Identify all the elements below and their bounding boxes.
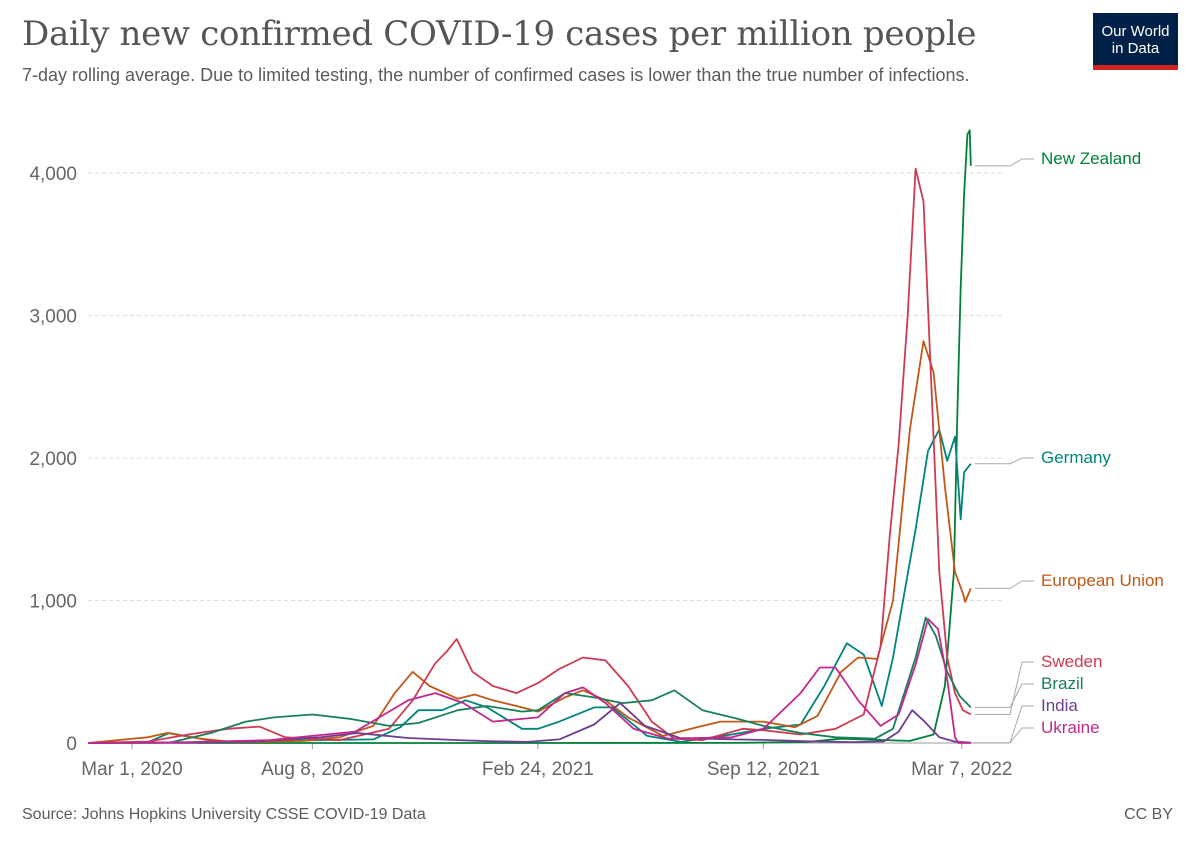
series-label-new-zealand[interactable]: New Zealand <box>1041 149 1141 168</box>
label-connector <box>974 705 1034 744</box>
label-connector <box>974 158 1034 167</box>
logo-line-2: in Data <box>1111 40 1160 57</box>
series-line-ukraine[interactable] <box>87 618 971 744</box>
label-connector <box>974 580 1034 589</box>
x-tick-label: Sep 12, 2021 <box>707 759 820 780</box>
series-label-brazil[interactable]: Brazil <box>1041 674 1084 693</box>
x-tick-label: Feb 24, 2021 <box>482 759 594 780</box>
series-label-germany[interactable]: Germany <box>1041 448 1111 467</box>
x-tick-label: Mar 1, 2020 <box>81 759 182 780</box>
series-labels: New Zealand Germany European Union Sweden Br… <box>974 149 1164 744</box>
license-link[interactable]: CC BY <box>1124 806 1173 823</box>
y-tick-label: 0 <box>66 734 77 755</box>
label-connector <box>974 683 1034 708</box>
label-connector <box>974 727 1034 744</box>
logo-accent-bar <box>1093 65 1178 70</box>
owid-logo[interactable]: Our World in Data <box>1093 13 1178 70</box>
series-label-european-union[interactable]: European Union <box>1041 571 1164 590</box>
source-note[interactable]: Source: Johns Hopkins University CSSE CO… <box>22 806 426 823</box>
series-label-ukraine[interactable]: Ukraine <box>1041 718 1100 737</box>
series-line-new-zealand[interactable] <box>87 129 972 744</box>
series-line-germany[interactable] <box>87 428 972 744</box>
y-tick-label: 4,000 <box>29 164 77 185</box>
y-tick-label: 3,000 <box>29 307 77 328</box>
series-line-india[interactable] <box>87 702 971 744</box>
logo-line-1: Our World <box>1101 23 1170 40</box>
grid-lines <box>88 172 1002 601</box>
y-tick-label: 1,000 <box>29 592 77 613</box>
series-label-sweden[interactable]: Sweden <box>1041 652 1102 671</box>
x-axis: Mar 1, 2020 Aug 8, 2020 Feb 24, 2021 Sep 12… <box>81 742 1013 780</box>
series-lines <box>87 129 972 744</box>
series-label-india[interactable]: India <box>1041 696 1078 715</box>
series-line-sweden[interactable] <box>87 167 972 744</box>
chart-title: Daily new confirmed COVID-19 cases per m… <box>22 14 977 54</box>
y-axis-ticks: 0 1,000 2,000 3,000 4,000 <box>29 164 77 755</box>
chart-subtitle: 7-day rolling average. Due to limited te… <box>22 65 970 85</box>
y-tick-label: 2,000 <box>29 449 77 470</box>
label-connector <box>974 661 1034 715</box>
label-connector <box>974 457 1034 465</box>
series-line-european-union[interactable] <box>87 340 972 744</box>
x-tick-label: Aug 8, 2020 <box>261 759 363 780</box>
series-line-brazil[interactable] <box>87 616 972 744</box>
x-tick-label: Mar 7, 2022 <box>911 759 1012 780</box>
